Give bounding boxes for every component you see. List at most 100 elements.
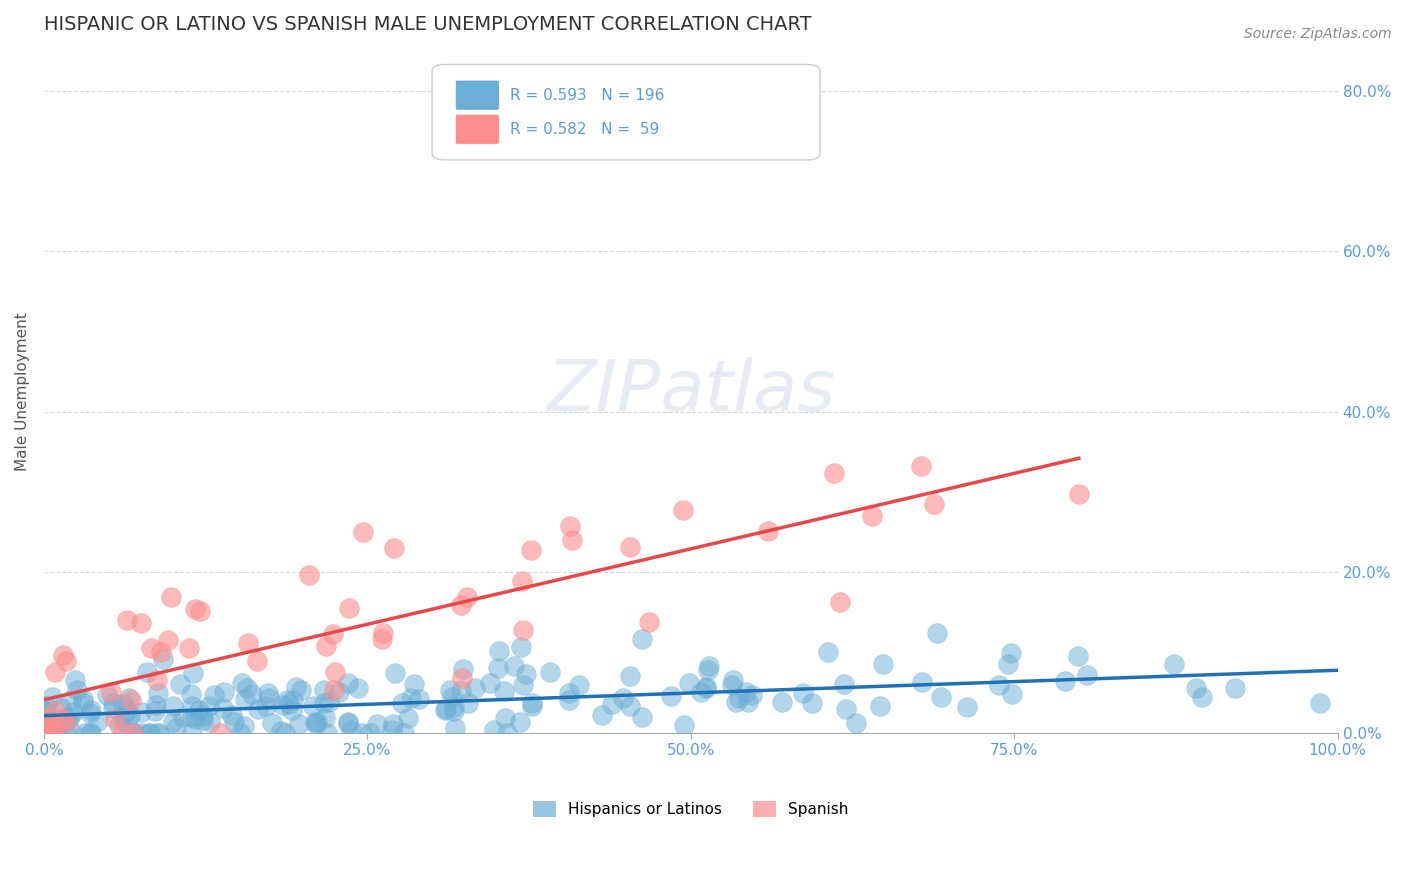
Point	[399, 690, 422, 705]
Point	[38, 720, 60, 734]
Point	[695, 681, 717, 695]
Point	[100, 685, 122, 699]
Point	[290, 683, 312, 698]
Point	[659, 689, 682, 703]
Point	[118, 708, 141, 723]
Point	[198, 715, 221, 730]
Point	[283, 693, 305, 707]
Point	[568, 678, 591, 692]
Point	[316, 725, 339, 739]
Point	[382, 717, 405, 731]
Text: R = 0.582   N =  59: R = 0.582 N = 59	[509, 121, 659, 136]
Legend: Hispanics or Latinos, Spanish: Hispanics or Latinos, Spanish	[527, 795, 855, 823]
Point	[734, 685, 756, 699]
Point	[138, 725, 160, 739]
Point	[307, 714, 329, 729]
Point	[111, 697, 134, 711]
Point	[146, 686, 169, 700]
Point	[328, 685, 350, 699]
Point	[301, 698, 323, 713]
Point	[314, 696, 336, 710]
Point	[695, 680, 717, 694]
Point	[496, 725, 519, 739]
Point	[73, 725, 96, 739]
Point	[830, 595, 852, 609]
Point	[323, 683, 346, 698]
Point	[451, 671, 474, 685]
Point	[202, 688, 225, 702]
Point	[479, 676, 502, 690]
Point	[800, 696, 823, 710]
Point	[55, 725, 77, 739]
Point	[1000, 646, 1022, 660]
Point	[52, 648, 75, 663]
Point	[502, 659, 524, 673]
Point	[456, 590, 478, 604]
Point	[727, 690, 749, 705]
Point	[817, 645, 839, 659]
Point	[184, 712, 207, 726]
Point	[612, 691, 634, 706]
Point	[236, 635, 259, 649]
Point	[35, 704, 58, 718]
Point	[152, 652, 174, 666]
Point	[236, 681, 259, 696]
Point	[997, 657, 1019, 672]
Point	[55, 654, 77, 668]
Point	[101, 696, 124, 710]
Point	[52, 712, 75, 726]
Point	[602, 697, 624, 711]
Point	[346, 681, 368, 696]
Point	[143, 704, 166, 718]
Point	[359, 725, 381, 739]
Point	[111, 710, 134, 724]
Point	[120, 693, 142, 707]
Point	[678, 675, 700, 690]
Point	[560, 519, 582, 533]
Point	[373, 626, 395, 640]
FancyBboxPatch shape	[456, 80, 499, 110]
Point	[482, 723, 505, 737]
Point	[832, 677, 855, 691]
Point	[115, 614, 138, 628]
Point	[56, 712, 79, 726]
Point	[630, 632, 652, 646]
Point	[835, 702, 858, 716]
Point	[55, 715, 77, 730]
Text: ZIPatlas: ZIPatlas	[547, 358, 835, 426]
Point	[35, 725, 58, 739]
Point	[44, 715, 66, 730]
Point	[32, 725, 55, 739]
Point	[318, 695, 340, 709]
Point	[53, 711, 76, 725]
Point	[41, 690, 63, 705]
Point	[79, 706, 101, 721]
Text: R = 0.593   N = 196: R = 0.593 N = 196	[509, 87, 664, 103]
Point	[172, 709, 194, 723]
Point	[108, 717, 131, 731]
Point	[260, 715, 283, 730]
Point	[352, 725, 374, 739]
Point	[696, 664, 718, 678]
Point	[336, 714, 359, 729]
Point	[181, 710, 204, 724]
Point	[191, 713, 214, 727]
Point	[337, 715, 360, 730]
Point	[741, 689, 763, 703]
Point	[35, 699, 58, 714]
Point	[1067, 649, 1090, 664]
Point	[181, 698, 204, 713]
Point	[492, 683, 515, 698]
Point	[725, 695, 748, 709]
Point	[35, 719, 58, 733]
Point	[872, 657, 894, 672]
Point	[60, 725, 83, 739]
Point	[121, 725, 143, 739]
Point	[79, 725, 101, 739]
Point	[366, 717, 388, 731]
Point	[160, 590, 183, 604]
Point	[323, 665, 346, 679]
Point	[758, 524, 780, 538]
Point	[434, 703, 457, 717]
Point	[558, 692, 581, 706]
